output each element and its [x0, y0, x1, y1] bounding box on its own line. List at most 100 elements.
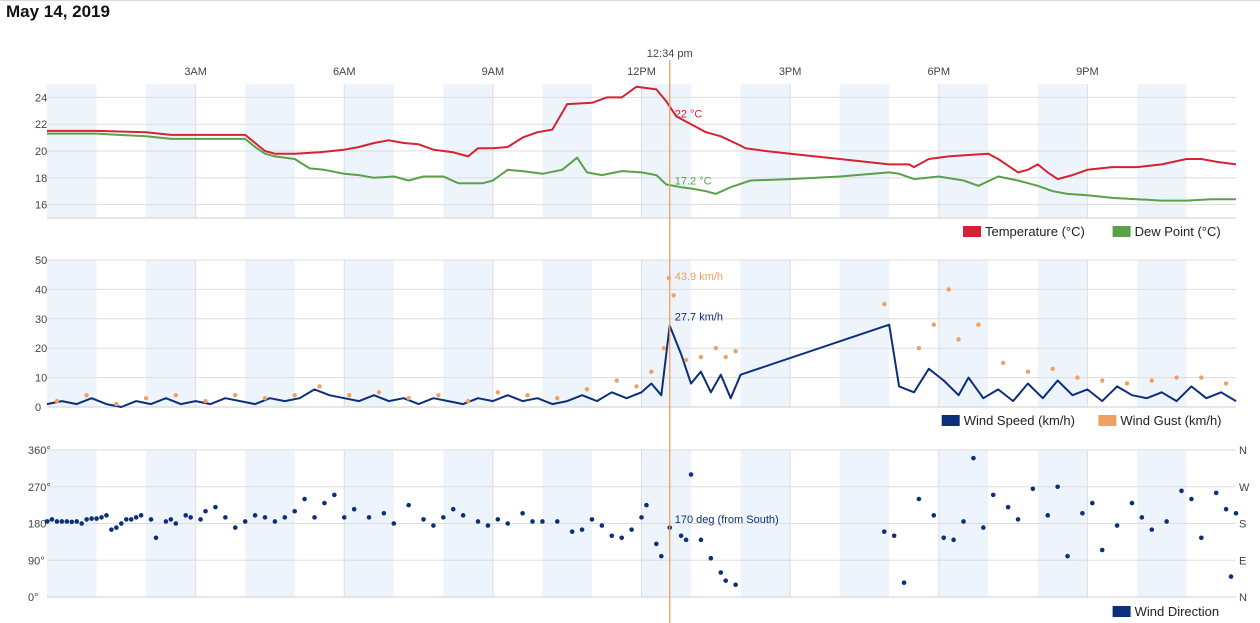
- legend-label: Wind Gust (km/h): [1120, 413, 1221, 428]
- gust-point: [946, 287, 951, 292]
- hour-band: [146, 260, 196, 407]
- direction-point: [644, 502, 649, 508]
- direction-point: [639, 515, 644, 520]
- temperature-panel: 16 18 20 22 24 22 °C 17.2 °C: [35, 85, 1237, 219]
- gust-point: [956, 337, 961, 342]
- direction-point: [485, 523, 491, 528]
- direction-point: [916, 496, 922, 502]
- gust-point: [1025, 369, 1031, 374]
- direction-point: [1213, 490, 1219, 496]
- direction-point: [475, 519, 481, 524]
- direction-point: [450, 506, 456, 512]
- time-cursor[interactable]: 12:34 pm: [647, 48, 693, 623]
- direction-point: [341, 515, 347, 520]
- direction-point: [1065, 553, 1070, 559]
- legend-label: Dew Point (°C): [1135, 224, 1221, 239]
- direction-point: [54, 519, 60, 524]
- hour-band: [641, 260, 692, 407]
- gust-point: [84, 393, 89, 398]
- gust-point: [916, 346, 922, 351]
- direction-point: [1179, 488, 1184, 494]
- direction-point: [609, 533, 615, 539]
- y-tick-label: 18: [35, 173, 47, 185]
- direction-point: [44, 519, 50, 524]
- direction-point: [901, 580, 907, 586]
- direction-point: [69, 519, 75, 525]
- direction-point: [59, 519, 65, 524]
- direction-point: [881, 529, 887, 534]
- direction-point: [1129, 500, 1135, 506]
- direction-point: [232, 525, 238, 530]
- gust-point: [1100, 378, 1105, 383]
- direction-point: [1114, 523, 1120, 528]
- direction-point: [683, 537, 689, 543]
- y-tick-label: 20: [35, 146, 47, 158]
- y-tick-label: 0°: [28, 592, 39, 604]
- direction-point: [391, 521, 397, 526]
- gust-point: [495, 390, 501, 395]
- series-annotation: 170 deg (from South): [675, 514, 779, 526]
- direction-point: [351, 506, 357, 512]
- gust-annotation: 43.9 km/h: [675, 271, 723, 283]
- direction-point: [74, 519, 80, 524]
- direction-point: [599, 523, 605, 528]
- gust-point: [1124, 381, 1130, 386]
- direction-point: [198, 517, 203, 522]
- x-tick-label: 3AM: [184, 66, 207, 78]
- y-tick-label: 0: [35, 402, 41, 414]
- direction-point: [163, 519, 169, 524]
- legend-label: Wind Speed (km/h): [964, 413, 1075, 428]
- direction-point: [123, 517, 129, 522]
- hour-band: [542, 260, 592, 407]
- direction-point: [961, 519, 966, 524]
- gust-point: [882, 301, 887, 307]
- cursor-time-label: 12:34 pm: [647, 48, 693, 60]
- direction-point: [1189, 496, 1194, 502]
- direction-point: [94, 516, 99, 521]
- direction-point: [213, 504, 218, 510]
- direction-point: [688, 472, 694, 477]
- gust-point: [649, 369, 654, 374]
- direction-point: [64, 519, 70, 524]
- gust-point: [376, 390, 382, 395]
- direction-point: [292, 508, 298, 514]
- hour-band: [245, 260, 295, 407]
- direction-point: [242, 519, 248, 524]
- direction-point: [718, 570, 724, 575]
- hour-band: [47, 260, 97, 407]
- legend-label: Temperature (°C): [985, 224, 1085, 239]
- x-tick-label: 12PM: [627, 66, 656, 78]
- direction-point: [708, 555, 714, 561]
- direction-point: [733, 582, 738, 588]
- gust-point: [683, 357, 689, 363]
- direction-point: [109, 527, 114, 532]
- direction-point: [460, 513, 466, 518]
- direction-point: [569, 529, 575, 534]
- direction-point: [49, 517, 55, 522]
- gust-point: [671, 293, 676, 298]
- gust-point: [976, 322, 981, 327]
- gust-point: [292, 393, 297, 398]
- gust-point: [54, 398, 60, 404]
- direction-point: [629, 527, 634, 532]
- hour-band: [443, 260, 493, 407]
- gust-point: [203, 398, 208, 404]
- gust-point: [634, 384, 639, 389]
- y-tick-label: 360°: [28, 445, 51, 457]
- legends: Temperature (°C) Dew Point (°C) Wind Speed…: [941, 224, 1222, 619]
- y-tick-label: 22: [35, 119, 47, 131]
- page-title: May 14, 2019: [6, 2, 110, 21]
- direction-point: [495, 517, 501, 522]
- right-tick-label: N: [1239, 592, 1247, 604]
- direction-point: [1090, 500, 1095, 506]
- gust-point: [931, 322, 936, 327]
- x-tick-label: 3PM: [779, 66, 802, 78]
- y-tick-label: 40: [35, 284, 47, 296]
- direction-point: [381, 510, 387, 516]
- right-tick-label: N: [1239, 445, 1247, 457]
- direction-point: [659, 553, 664, 559]
- gust-point: [114, 401, 119, 407]
- direction-point: [1099, 547, 1105, 553]
- direction-point: [272, 519, 278, 524]
